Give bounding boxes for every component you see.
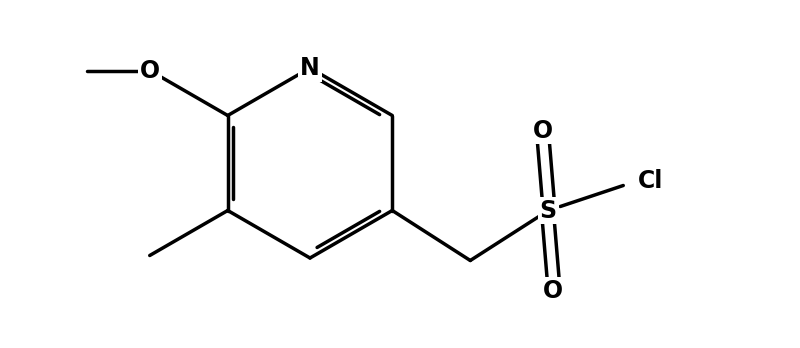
Text: S: S bbox=[540, 198, 557, 222]
Text: N: N bbox=[300, 56, 320, 80]
Text: O: O bbox=[543, 278, 563, 302]
Text: O: O bbox=[140, 58, 160, 82]
Text: Cl: Cl bbox=[638, 168, 664, 192]
Text: O: O bbox=[534, 119, 554, 142]
